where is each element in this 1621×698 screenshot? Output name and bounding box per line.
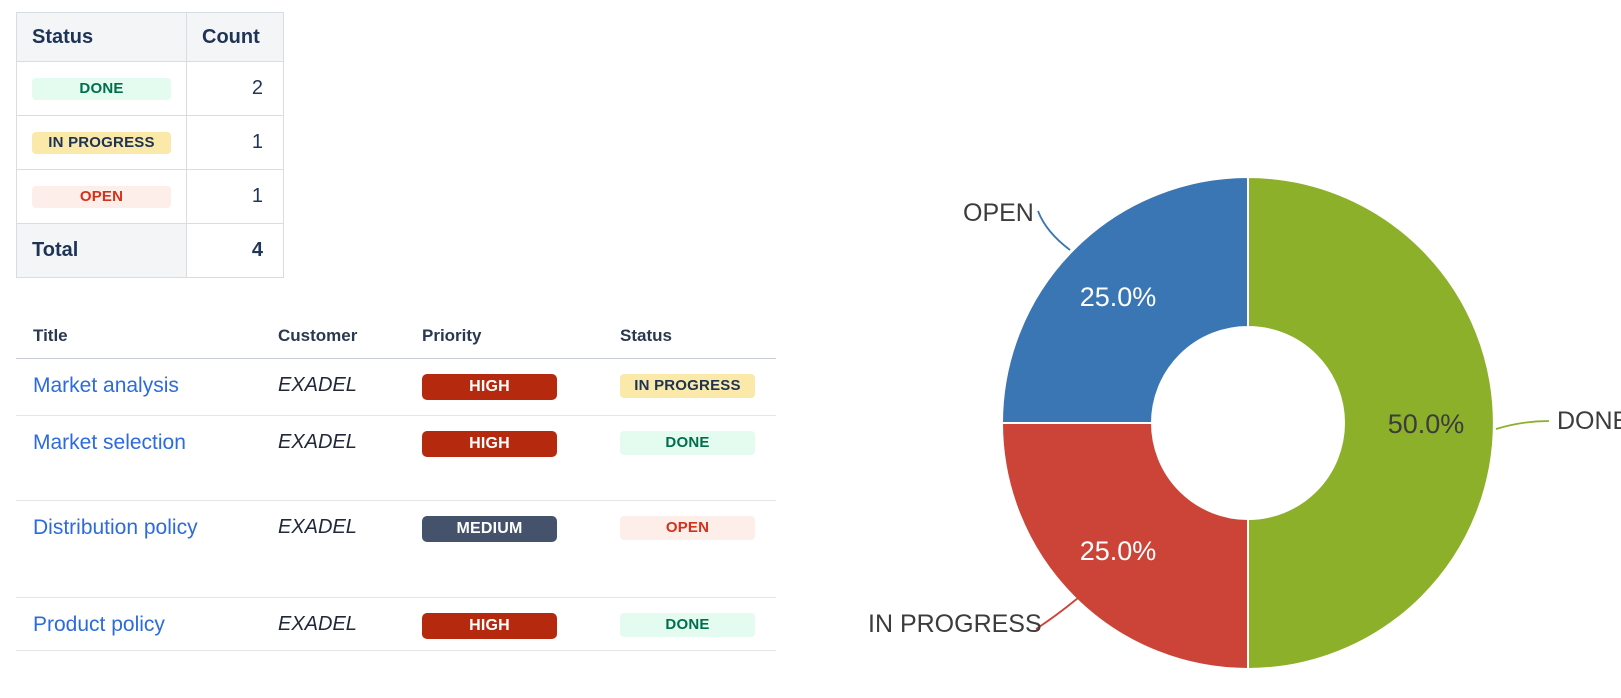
summary-total-row: Total 4 (16, 223, 284, 278)
issue-link[interactable]: Market analysis (33, 373, 179, 397)
summary-total-label: Total (16, 223, 187, 278)
summary-row-done: DONE 2 (16, 61, 284, 116)
status-badge-done: DONE (32, 77, 171, 100)
status-badge: DONE (620, 430, 755, 455)
status-badge: OPEN (620, 515, 755, 540)
summary-header-count: Count (186, 12, 284, 62)
table-row: Product policy EXADEL HIGH DONE (16, 597, 776, 651)
percent-label-done: 50.0% (1388, 409, 1465, 439)
status-badge-inprogress: IN PROGRESS (32, 131, 171, 154)
status-badge: DONE (620, 612, 755, 637)
percent-label-open: 25.0% (1080, 282, 1157, 312)
issues-table: Title Customer Priority Status Market an… (16, 315, 776, 651)
table-row: Market selection EXADEL HIGH DONE (16, 415, 776, 501)
table-row: Market analysis EXADEL HIGH IN PROGRESS (16, 358, 776, 416)
customer-value: EXADEL (278, 515, 357, 538)
priority-badge: MEDIUM (422, 515, 557, 542)
summary-count-done: 2 (186, 61, 284, 116)
issues-header-status: Status (620, 315, 776, 359)
donut-slice-inprogress[interactable] (1000, 422, 1249, 671)
summary-total-value: 4 (186, 223, 284, 278)
table-row: Distribution policy EXADEL MEDIUM OPEN (16, 500, 776, 598)
summary-row-open: OPEN 1 (16, 169, 284, 224)
customer-value: EXADEL (278, 373, 357, 396)
callout-label-open: OPEN (963, 199, 1034, 227)
issue-link[interactable]: Market selection (33, 430, 186, 454)
issues-header-customer: Customer (278, 315, 422, 359)
summary-header-status: Status (16, 12, 187, 62)
issues-header-title: Title (16, 315, 278, 359)
callout-label-inprogress: IN PROGRESS (868, 610, 1042, 638)
issue-link[interactable]: Distribution policy (33, 515, 198, 539)
status-donut-chart: 25.0% 25.0% 50.0% OPEN DONE IN PROGRESS (868, 175, 1621, 671)
leader-line-inprogress (1035, 597, 1079, 630)
summary-count-inprogress: 1 (186, 115, 284, 170)
customer-value: EXADEL (278, 612, 357, 635)
priority-badge: HIGH (422, 612, 557, 639)
status-badge: IN PROGRESS (620, 373, 755, 398)
issues-header-priority: Priority (422, 315, 620, 359)
status-summary-table: Status Count DONE 2 IN PROGRESS 1 OPEN (16, 12, 284, 278)
donut-slice-done[interactable] (1247, 175, 1495, 671)
donut-slice-open[interactable] (1000, 175, 1249, 424)
leader-line-open (1037, 210, 1071, 251)
summary-row-inprogress: IN PROGRESS 1 (16, 115, 284, 170)
callout-label-done: DONE (1557, 407, 1621, 435)
priority-badge: HIGH (422, 430, 557, 457)
status-badge-open: OPEN (32, 185, 171, 208)
issues-header-row: Title Customer Priority Status (16, 315, 776, 359)
summary-count-open: 1 (186, 169, 284, 224)
summary-header-row: Status Count (16, 12, 284, 62)
percent-label-inprogress: 25.0% (1080, 536, 1157, 566)
priority-badge: HIGH (422, 373, 557, 400)
issue-link[interactable]: Product policy (33, 612, 165, 636)
leader-line-done (1495, 420, 1550, 430)
customer-value: EXADEL (278, 430, 357, 453)
